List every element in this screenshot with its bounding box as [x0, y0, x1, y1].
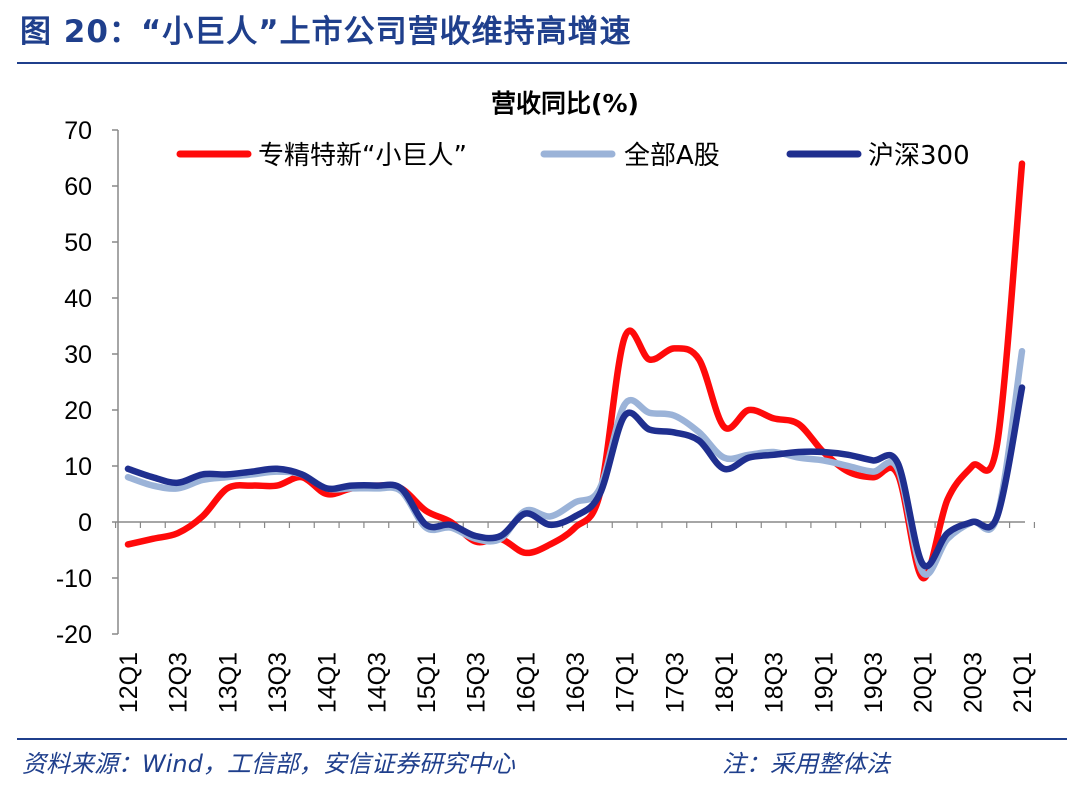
x-tick-label: 20Q3: [959, 652, 987, 713]
y-tick-label: 0: [78, 509, 92, 537]
y-tick-label: 70: [64, 117, 92, 145]
series-lines: [124, 160, 1026, 582]
y-tick-label: 30: [64, 341, 92, 369]
y-tick-label: 40: [64, 285, 92, 313]
x-tick-label: 19Q1: [810, 652, 838, 713]
y-tick-label: 20: [64, 397, 92, 425]
x-tick-label: 16Q1: [512, 652, 540, 713]
figure-title: 图 20：“小巨人”上市公司营收维持高增速: [20, 14, 632, 50]
y-tick-label: 10: [64, 453, 92, 481]
x-tick-label: 13Q1: [214, 652, 242, 713]
chart-title: 营收同比(%): [491, 89, 639, 118]
x-tick-label: 14Q1: [314, 652, 342, 713]
y-tick-label: -10: [56, 565, 92, 593]
chart: 营收同比(%) 70 60 50 40 30 20 10 0 -10 -20 12Q1 12Q3 13…: [56, 89, 1037, 713]
x-tick-label: 12Q3: [165, 652, 193, 713]
x-tick-label: 17Q1: [612, 652, 640, 713]
x-tick-label: 15Q1: [413, 652, 441, 713]
series-line-all-a-shares: [124, 347, 1026, 578]
footer-divider: [17, 738, 1067, 740]
legend-label-xiaojuren: 专精特新“小巨人”: [258, 141, 467, 171]
x-tick-label: 20Q1: [910, 652, 938, 713]
chart-axes: [117, 130, 1025, 634]
series-line-csi300: [124, 384, 1026, 570]
x-tick-label: 17Q3: [661, 652, 689, 713]
y-tick-label: -20: [56, 621, 92, 649]
x-tick-label: 16Q3: [562, 652, 590, 713]
legend-label-csi300: 沪深300: [868, 141, 970, 171]
x-tick-label: 18Q3: [761, 652, 789, 713]
x-tick-label: 13Q3: [264, 652, 292, 713]
x-tick-label: 19Q3: [860, 652, 888, 713]
x-tick-label: 18Q1: [711, 652, 739, 713]
legend: 专精特新“小巨人” 全部A股 沪深300: [176, 141, 970, 171]
title-divider: [17, 62, 1067, 64]
x-tick-label: 12Q1: [115, 652, 143, 713]
x-tick-label: 15Q3: [463, 652, 491, 713]
x-tick-label: 14Q3: [363, 652, 391, 713]
y-tick-label: 60: [64, 173, 92, 201]
source-note: 资料来源：Wind，工信部，安信证券研究中心: [22, 750, 515, 778]
y-tick-label: 50: [64, 229, 92, 257]
y-axis-ticks: 70 60 50 40 30 20 10 0 -10 -20: [56, 117, 118, 649]
method-note: 注：采用整体法: [722, 750, 890, 778]
x-tick-label: 21Q1: [1009, 652, 1037, 713]
legend-label-all-a-shares: 全部A股: [624, 141, 720, 171]
x-axis-ticks: 12Q1 12Q3 13Q1 13Q3 14Q1 14Q3 15Q1 15Q3 16Q1 16Q3…: [114, 522, 1037, 713]
